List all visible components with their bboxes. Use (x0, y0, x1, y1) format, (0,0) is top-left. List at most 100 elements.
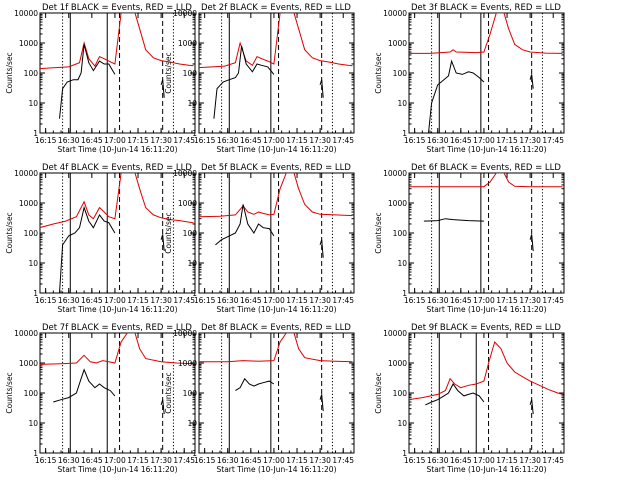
y-tick-label: 10000 (173, 169, 197, 178)
y-tick-label: 100 (24, 229, 39, 238)
lld-series-line (40, 333, 194, 365)
x-tick-label: 16:15 (404, 296, 426, 305)
y-tick-label: 100 (393, 229, 408, 238)
y-tick-label: 100 (393, 389, 408, 398)
y-tick-label: 10 (397, 419, 407, 428)
x-tick-label: 16:30 (217, 456, 239, 465)
x-tick-label: 17:00 (104, 136, 126, 145)
chart-title: Det 1f BLACK = Events, RED = LLD (42, 3, 192, 13)
x-tick-label: 16:30 (427, 296, 449, 305)
chart-panel-6: Det 6f BLACK = Events, RED = LLD 1 10 100 10… (374, 163, 565, 314)
chart-title: Det 5f BLACK = Events, RED = LLD (201, 163, 351, 173)
data-layer (40, 333, 194, 415)
lld-series-line (40, 13, 194, 70)
data-layer (199, 333, 353, 412)
y-axis-label: Counts/sec (164, 372, 173, 413)
y-tick-label: 1000 (19, 199, 38, 208)
x-tick-label: 17:15 (496, 456, 518, 465)
x-tick-label: 17:15 (286, 456, 308, 465)
chart-panel-8: Det 8f BLACK = Events, RED = LLD 1 10 100 10… (164, 323, 355, 474)
y-tick-label: 10000 (383, 9, 407, 18)
events-series-line (160, 79, 165, 98)
data-layer (409, 341, 563, 415)
y-tick-label: 1 (33, 449, 38, 458)
x-tick-label: 16:30 (58, 136, 80, 145)
y-tick-label: 1000 (178, 39, 197, 48)
y-tick-label: 10 (397, 259, 407, 268)
x-tick-label: 16:30 (427, 456, 449, 465)
y-tick-label: 1 (192, 289, 197, 298)
x-axis-label: Start Time (10-Jun-14 16:11:20) (427, 305, 547, 314)
y-tick-label: 1000 (19, 39, 38, 48)
plot-frame (198, 12, 355, 134)
y-axis-label: Counts/sec (5, 52, 14, 93)
y-tick-label: 100 (24, 389, 39, 398)
x-tick-label: 17:45 (542, 456, 564, 465)
x-tick-label: 16:45 (450, 296, 472, 305)
x-tick-label: 16:15 (35, 136, 57, 145)
x-tick-label: 16:15 (35, 456, 57, 465)
events-series-line (529, 74, 534, 89)
x-tick-label: 17:45 (542, 296, 564, 305)
x-tick-label: 16:30 (427, 136, 449, 145)
x-tick-label: 16:15 (194, 136, 216, 145)
x-tick-label: 17:30 (150, 456, 172, 465)
x-axis-label: Start Time (10-Jun-14 16:11:20) (217, 305, 337, 314)
x-tick-label: 16:45 (240, 296, 262, 305)
y-tick-label: 100 (183, 389, 198, 398)
chart-panel-5: Det 5f BLACK = Events, RED = LLD 1 10 100 10… (164, 163, 355, 314)
x-axis-label: Start Time (10-Jun-14 16:11:20) (58, 145, 178, 154)
events-series-line (319, 79, 324, 98)
y-tick-label: 1 (192, 449, 197, 458)
x-tick-label: 16:30 (217, 296, 239, 305)
x-tick-label: 16:15 (35, 296, 57, 305)
x-axis-label: Start Time (10-Jun-14 16:11:20) (58, 305, 178, 314)
y-tick-label: 100 (24, 69, 39, 78)
x-tick-label: 17:00 (263, 136, 285, 145)
events-series-line (319, 239, 324, 258)
x-tick-label: 16:15 (404, 136, 426, 145)
chart-title: Det 9f BLACK = Events, RED = LLD (411, 323, 561, 333)
x-tick-label: 16:45 (450, 456, 472, 465)
x-tick-label: 17:15 (127, 456, 149, 465)
y-axis-label: Counts/sec (164, 52, 173, 93)
x-tick-label: 16:45 (450, 136, 472, 145)
chart-panel-1: Det 1f BLACK = Events, RED = LLD 1 10 100 10… (5, 3, 196, 154)
y-tick-label: 1 (33, 129, 38, 138)
x-axis-label: Start Time (10-Jun-14 16:11:20) (427, 145, 547, 154)
data-layer (199, 173, 353, 258)
x-tick-label: 16:45 (240, 136, 262, 145)
events-series-line (215, 204, 275, 246)
x-tick-label: 16:15 (194, 296, 216, 305)
y-axis-label: Counts/sec (374, 52, 383, 93)
x-tick-label: 17:30 (519, 456, 541, 465)
x-tick-label: 17:00 (263, 456, 285, 465)
events-series-line (428, 59, 485, 133)
x-tick-label: 17:00 (473, 136, 495, 145)
y-tick-label: 10 (187, 419, 197, 428)
x-tick-label: 17:15 (496, 296, 518, 305)
x-axis-label: Start Time (10-Jun-14 16:11:20) (58, 465, 178, 474)
x-tick-label: 16:45 (81, 136, 103, 145)
y-tick-label: 10 (397, 99, 407, 108)
x-tick-label: 17:15 (286, 296, 308, 305)
chart-title: Det 2f BLACK = Events, RED = LLD (201, 3, 351, 13)
y-axis-label: Counts/sec (374, 212, 383, 253)
x-tick-label: 17:15 (127, 296, 149, 305)
events-series-line (213, 45, 275, 119)
events-series-line (425, 383, 485, 406)
events-series-line (529, 234, 534, 252)
lld-series-line (199, 333, 353, 363)
y-tick-label: 1000 (178, 199, 197, 208)
y-tick-label: 10 (28, 419, 38, 428)
y-tick-label: 10 (187, 99, 197, 108)
lld-series-line (40, 173, 194, 229)
data-layer (40, 173, 194, 293)
y-tick-label: 1000 (178, 359, 197, 368)
y-tick-label: 10000 (173, 329, 197, 338)
y-tick-label: 1 (33, 289, 38, 298)
y-tick-label: 1 (402, 129, 407, 138)
chart-panel-9: Det 9f BLACK = Events, RED = LLD 1 10 100 10… (374, 323, 565, 474)
x-tick-label: 16:15 (194, 456, 216, 465)
chart-title: Det 7f BLACK = Events, RED = LLD (42, 323, 192, 333)
